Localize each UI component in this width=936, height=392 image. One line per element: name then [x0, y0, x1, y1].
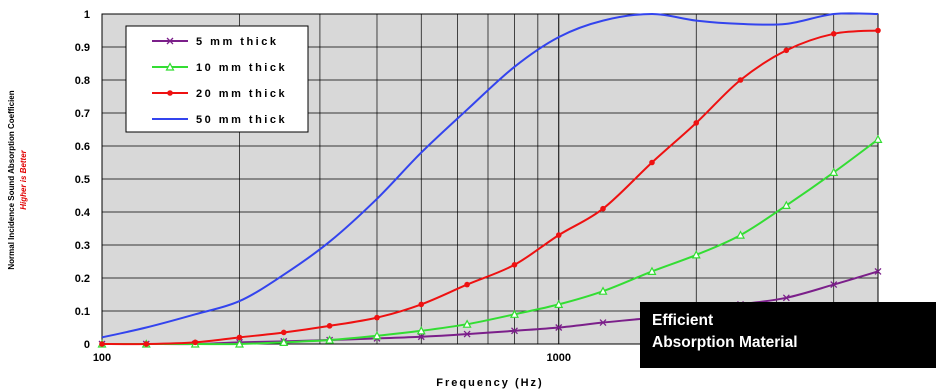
y-tick-label: 0.2 [75, 273, 90, 285]
annotation-line-2: Absorption Material [652, 334, 798, 351]
legend-label: 10 mm thick [196, 62, 287, 74]
y-tick-label: 0.4 [75, 207, 91, 219]
data-point [691, 250, 701, 259]
y-tick-label: 0.3 [75, 240, 90, 252]
y-tick-label: 0.8 [75, 75, 90, 87]
tick-layer: 0 0.1 0.2 0.3 0.4 0.5 0.6 0.7 0.8 0.9 1 100 1000 [75, 9, 571, 364]
data-point [462, 319, 472, 328]
data-point [509, 309, 519, 318]
data-point [236, 334, 243, 341]
legend-item: 5 mm thick [152, 36, 278, 48]
data-point [99, 341, 105, 347]
legend-item: 10 mm thick [152, 62, 287, 74]
data-point [830, 31, 837, 37]
data-point [875, 27, 881, 34]
y-axis-subtitle: Higher is Better [19, 149, 28, 209]
legend-label: 50 mm thick [196, 114, 287, 126]
data-point [598, 286, 608, 295]
data-point [192, 339, 199, 346]
y-tick-label: 0.9 [75, 42, 90, 54]
data-point [693, 120, 700, 126]
data-point [647, 266, 657, 275]
data-point [464, 281, 470, 288]
data-point [416, 326, 426, 335]
y-tick-label: 0 [84, 339, 90, 351]
series-line [101, 12, 879, 339]
y-tick-label: 1 [84, 9, 90, 21]
data-point [143, 341, 150, 347]
data-point [463, 330, 471, 338]
data-point [649, 159, 655, 166]
y-tick-label: 0.1 [75, 306, 90, 318]
legend-box [125, 25, 309, 133]
annotation-line-1: Efficient [652, 312, 714, 329]
data-point [737, 77, 744, 83]
data-point [781, 200, 791, 209]
data-point [599, 319, 607, 327]
annotation-box: Efficient Absorption Material [640, 302, 936, 368]
legend-label: 5 mm thick [196, 36, 278, 48]
x-tick-label: 100 [93, 352, 111, 364]
data-point [165, 62, 175, 71]
legend-item: 20 mm thick [152, 88, 287, 100]
x-tick-label: 1000 [547, 352, 571, 364]
data-point [873, 134, 883, 143]
data-point [511, 327, 518, 335]
data-point [234, 339, 244, 348]
data-point [166, 37, 174, 45]
data-point [874, 267, 882, 275]
data-point [279, 337, 289, 346]
data-point [782, 294, 790, 302]
data-point [783, 47, 790, 54]
y-tick-label: 0.7 [75, 108, 90, 120]
data-point [554, 299, 564, 308]
data-point [511, 262, 518, 268]
y-tick-label: 0.6 [75, 141, 90, 153]
series-4 [101, 12, 879, 339]
data-point [830, 281, 838, 289]
data-point [167, 90, 173, 96]
data-point [418, 301, 425, 308]
y-tick-label: 0.5 [75, 174, 90, 186]
legend-label: 20 mm thick [196, 88, 287, 100]
legend: 5 mm thick 10 mm thick 20 mm thick 50 mm th… [125, 25, 309, 133]
data-point [555, 324, 563, 331]
data-point [736, 230, 746, 239]
data-point [374, 314, 380, 321]
series-3 [99, 27, 881, 347]
data-point [280, 329, 287, 336]
y-axis-title: Normal Incidence Sound Absorption Coeffi… [7, 90, 16, 269]
data-point [829, 167, 839, 176]
data-point [326, 323, 333, 329]
legend-item: 50 mm thick [152, 114, 287, 126]
data-point [417, 333, 425, 341]
series-line [101, 138, 879, 346]
data-point [372, 330, 382, 340]
data-point [600, 205, 606, 212]
data-point [555, 232, 562, 238]
x-axis-title: Frequency (Hz) [436, 377, 543, 389]
data-point [325, 335, 335, 344]
